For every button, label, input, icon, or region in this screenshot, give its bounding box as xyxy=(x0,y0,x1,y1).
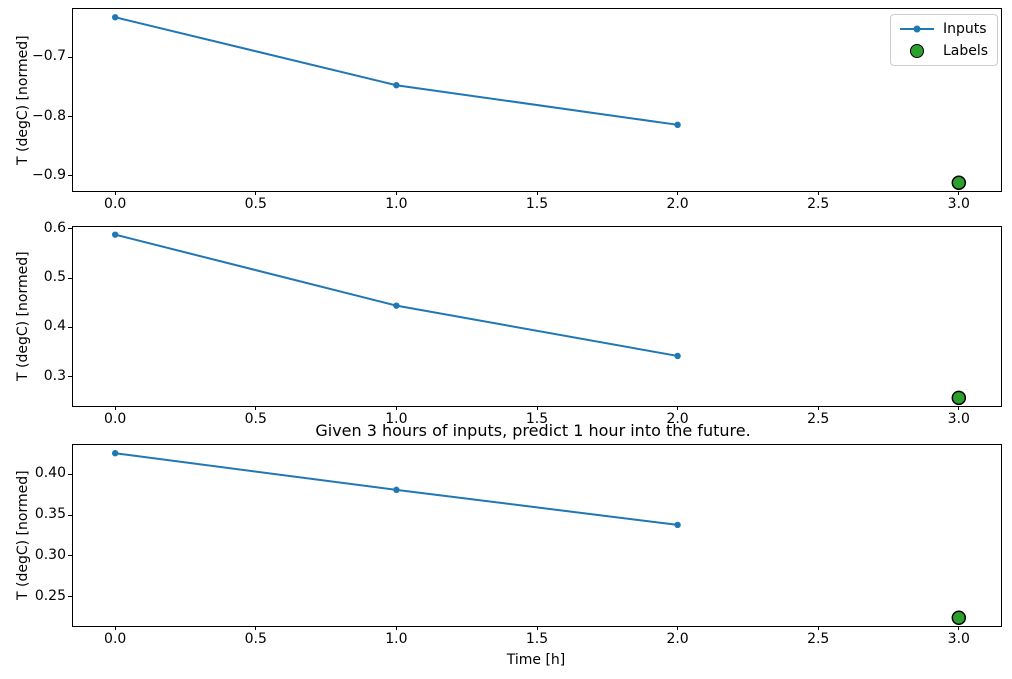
x-tick-label: 0.5 xyxy=(244,631,267,647)
x-tick-mark xyxy=(255,406,257,410)
inputs-point xyxy=(674,121,681,129)
x-tick-label: 2.0 xyxy=(666,411,689,427)
x-tick-mark xyxy=(958,191,960,195)
x-tick-mark xyxy=(395,626,397,630)
x-tick-label: 2.5 xyxy=(807,631,830,647)
x-tick-label: 0.5 xyxy=(244,411,267,427)
y-tick-mark xyxy=(68,555,72,557)
y-tick-label: −0.7 xyxy=(32,48,66,65)
x-tick-mark xyxy=(536,406,538,410)
x-tick-mark xyxy=(395,406,397,410)
subplot-bottom-axes: T (degC) [normed] 0.0 0.5 1.0 1.5 2.0 2.5 3.0 0… xyxy=(15,444,1002,647)
labels-dot-swatch xyxy=(900,44,934,58)
x-tick-label: 2.5 xyxy=(807,196,830,212)
x-tick-mark xyxy=(958,406,960,410)
x-tick-label: 0.0 xyxy=(104,411,127,427)
y-tick-mark xyxy=(68,56,72,58)
inputs-point xyxy=(111,14,119,21)
x-tick-label: 3.0 xyxy=(947,631,970,647)
label-point xyxy=(951,175,967,190)
labels-marker-icon xyxy=(909,44,924,58)
y-tick-label: 0.25 xyxy=(34,587,66,604)
y-tick-mark xyxy=(68,228,72,230)
subplot-top-axes: T (degC) [normed] Inputs Labels 0.0 0.5 1.… xyxy=(15,8,1002,212)
x-tick-label: 0.5 xyxy=(244,196,267,212)
inputs-line-swatch xyxy=(899,22,934,36)
inputs-point xyxy=(674,521,681,529)
legend-label-inputs: Inputs xyxy=(942,21,987,37)
label-point xyxy=(951,390,967,406)
legend-item-inputs: Inputs xyxy=(899,21,988,37)
x-tick-mark xyxy=(114,626,116,630)
y-tick-label: −0.8 xyxy=(32,107,66,124)
x-tick-label: 0.0 xyxy=(104,631,127,647)
y-tick-mark xyxy=(68,376,72,378)
x-tick-label: 3.0 xyxy=(947,411,970,427)
inputs-marker-icon xyxy=(913,25,921,33)
inputs-point xyxy=(111,231,119,238)
x-tick-label: 0.0 xyxy=(104,196,127,212)
inputs-line xyxy=(114,233,678,357)
x-tick-mark xyxy=(114,191,116,195)
x-tick-mark xyxy=(255,191,257,195)
inputs-point xyxy=(111,450,119,457)
inputs-point xyxy=(393,82,400,89)
y-tick-label: 0.30 xyxy=(34,546,66,563)
x-tick-label: 2.0 xyxy=(666,631,689,647)
x-tick-mark xyxy=(817,191,819,195)
y-tick-mark xyxy=(68,116,72,118)
x-tick-label: 1.5 xyxy=(525,411,549,427)
x-tick-label: 3.0 xyxy=(947,196,970,212)
x-tick-mark xyxy=(536,191,538,195)
x-tick-mark xyxy=(255,626,257,630)
x-tick-mark xyxy=(536,626,538,630)
y-tick-mark xyxy=(68,326,72,328)
label-point xyxy=(951,610,967,626)
y-tick-mark xyxy=(68,514,72,516)
y-tick-mark xyxy=(68,473,72,475)
legend-label-labels: Labels xyxy=(942,43,988,59)
legend-item-labels: Labels xyxy=(900,43,988,59)
subplot-middle-axes: T (degC) [normed] 0.0 0.5 1.0 1.5 2.0 2.5 3.0 0… xyxy=(15,220,1002,427)
y-tick-mark xyxy=(68,175,72,177)
inputs-point xyxy=(674,352,681,360)
y-tick-label: 0.4 xyxy=(43,318,66,335)
x-tick-mark xyxy=(677,626,679,630)
x-tick-mark xyxy=(114,406,116,410)
y-tick-label: 0.40 xyxy=(34,465,66,482)
x-tick-mark xyxy=(817,626,819,630)
y-tick-label: 0.35 xyxy=(34,506,66,523)
x-tick-mark xyxy=(958,626,960,630)
inputs-point xyxy=(393,302,400,309)
legend: Inputs Labels xyxy=(889,14,998,66)
y-tick-label: 0.6 xyxy=(43,219,66,236)
x-tick-mark xyxy=(395,191,397,195)
x-tick-label: 1.0 xyxy=(385,411,408,427)
y-tick-label: −0.9 xyxy=(32,166,66,183)
y-axis-label: T (degC) [normed] xyxy=(15,35,31,165)
x-tick-label: 1.5 xyxy=(525,196,549,212)
x-axis-title: Time [h] xyxy=(506,652,566,668)
x-tick-mark xyxy=(817,406,819,410)
plot-svg xyxy=(111,231,967,406)
y-tick-mark xyxy=(68,277,72,279)
x-tick-label: 1.5 xyxy=(525,631,549,647)
inputs-point xyxy=(393,486,400,494)
x-tick-mark xyxy=(677,191,679,195)
x-tick-label: 2.5 xyxy=(807,411,830,427)
y-tick-label: 0.3 xyxy=(43,367,66,384)
x-tick-mark xyxy=(677,406,679,410)
plot-svg xyxy=(111,450,967,626)
x-tick-label: 1.0 xyxy=(385,196,408,212)
plot-svg xyxy=(111,14,967,190)
x-tick-label: 1.0 xyxy=(385,631,408,647)
y-tick-label: 0.5 xyxy=(43,269,66,286)
figure-title: Given 3 hours of inputs, predict 1 hour … xyxy=(315,421,751,440)
y-tick-mark xyxy=(68,596,72,598)
inputs-line xyxy=(114,16,678,126)
x-tick-label: 2.0 xyxy=(666,196,689,212)
